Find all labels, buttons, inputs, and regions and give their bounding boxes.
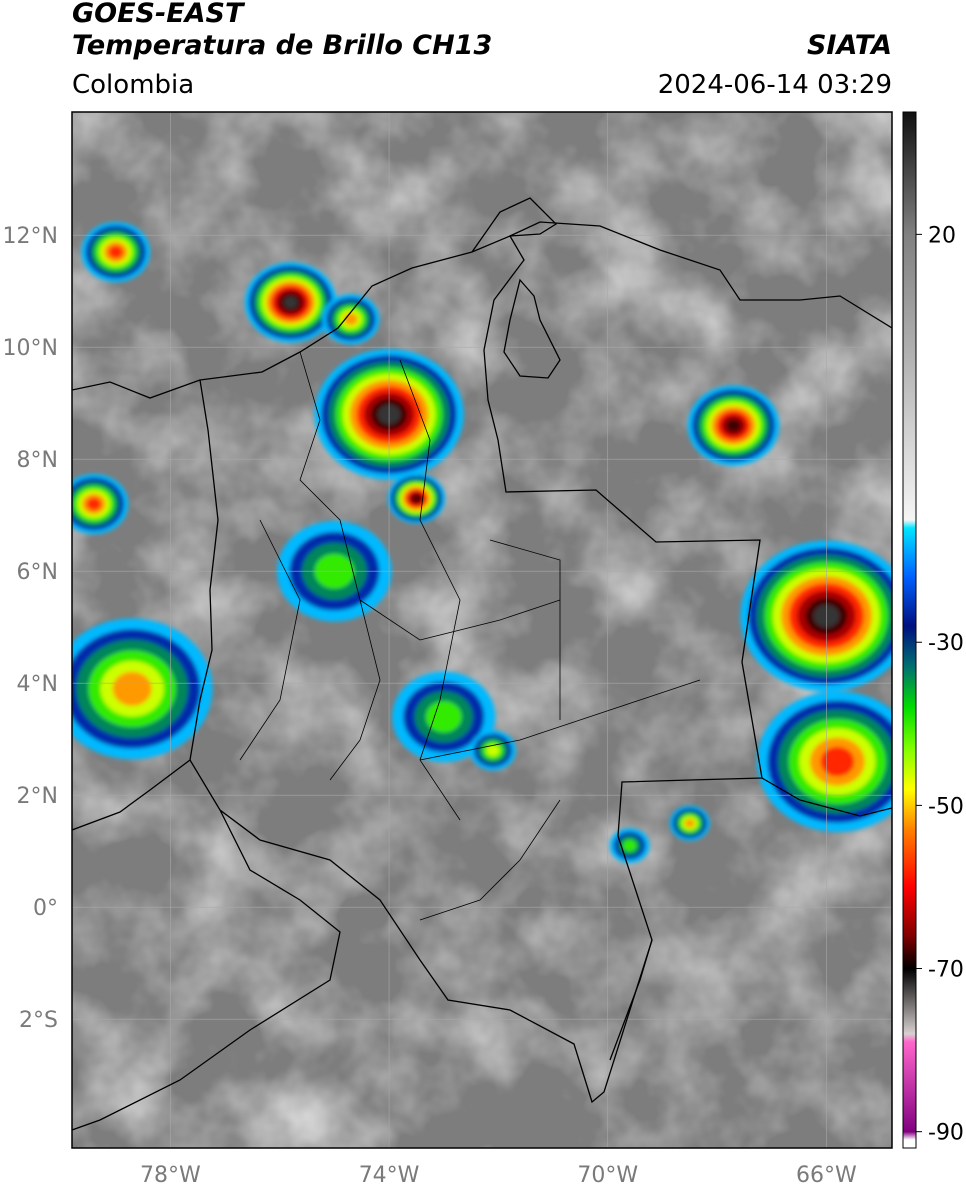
map-panel (72, 112, 892, 1148)
lat-tick-label: 6°N (17, 560, 58, 585)
maracaibo-lake (503, 278, 561, 379)
brazil-border (609, 777, 892, 1061)
timestamp-label: 2024-06-14 03:29 (657, 70, 892, 100)
lat-tick-label: 12°N (3, 224, 58, 249)
colorbar-tick-label: -30 (928, 631, 964, 656)
lon-tick-label: 66°W (796, 1163, 857, 1188)
country-borders (72, 197, 892, 1131)
graticule (72, 112, 892, 1148)
colorbar-ticks: 20 -30 -50 -70 -90 (916, 223, 964, 1146)
storm-cell (740, 540, 892, 692)
lat-tick-label: 2°N (17, 784, 58, 809)
cell-ring (684, 818, 695, 828)
colombia-border (189, 235, 763, 1104)
cell-ring (283, 296, 298, 309)
lat-tick-label: 4°N (17, 672, 58, 697)
lat-tick-label: 10°N (3, 336, 58, 361)
cell-ring (622, 839, 637, 852)
storm-cell (756, 691, 892, 832)
lon-tick-label: 70°W (577, 1163, 638, 1188)
guajira-coast (471, 197, 558, 253)
cell-ring (411, 494, 422, 503)
storm-cell (81, 221, 151, 283)
lon-tick-label: 74°W (359, 1163, 420, 1188)
storm-cell (392, 671, 496, 763)
lat-tick-label: 0° (33, 896, 58, 921)
lat-tick-label: 8°N (17, 448, 58, 473)
lon-tick-label: 78°W (140, 1163, 201, 1188)
product-title: Temperatura de Brillo CH13 (72, 30, 493, 61)
storm-cell (244, 262, 337, 343)
colorbar: 20 -30 -50 -70 -90 (902, 111, 964, 1149)
colorbar-gradient (902, 111, 917, 1149)
storm-cell (609, 827, 650, 864)
storm-cell (469, 730, 516, 771)
latitude-labels: 12°N 10°N 8°N 6°N 4°N 2°N 0° 2°S (3, 224, 58, 1033)
dept-lines (239, 351, 701, 921)
storm-cell (669, 805, 710, 841)
storm-cell (72, 473, 129, 535)
storm-cell (322, 294, 380, 345)
cell-ring (820, 746, 855, 777)
colorbar-tick-label: -70 (928, 958, 964, 983)
ecuador-peru-border (72, 759, 341, 1131)
storm-cell (72, 618, 213, 760)
satellite-title: GOES-EAST (72, 0, 244, 29)
storm-cell (687, 385, 780, 466)
map-frame (71, 111, 893, 1149)
colorbar-tick-label: 20 (928, 223, 956, 248)
cell-ring (112, 671, 152, 706)
cell-ring (108, 245, 123, 259)
storm-cell (387, 473, 446, 524)
cell-ring (86, 497, 102, 511)
venezuela-coast (509, 221, 892, 329)
cell-ring (725, 418, 742, 433)
colorbar-tick-label: -90 (928, 1121, 964, 1146)
lat-tick-label: 2°S (19, 1008, 58, 1033)
brand-label: SIATA (806, 30, 892, 61)
longitude-labels: 78°W 74°W 70°W 66°W (140, 1163, 857, 1188)
colorbar-tick-label: -50 (928, 794, 964, 819)
cell-ring (486, 744, 500, 757)
panama-coast (72, 379, 201, 399)
region-label: Colombia (72, 70, 195, 100)
cell-ring (425, 701, 462, 733)
